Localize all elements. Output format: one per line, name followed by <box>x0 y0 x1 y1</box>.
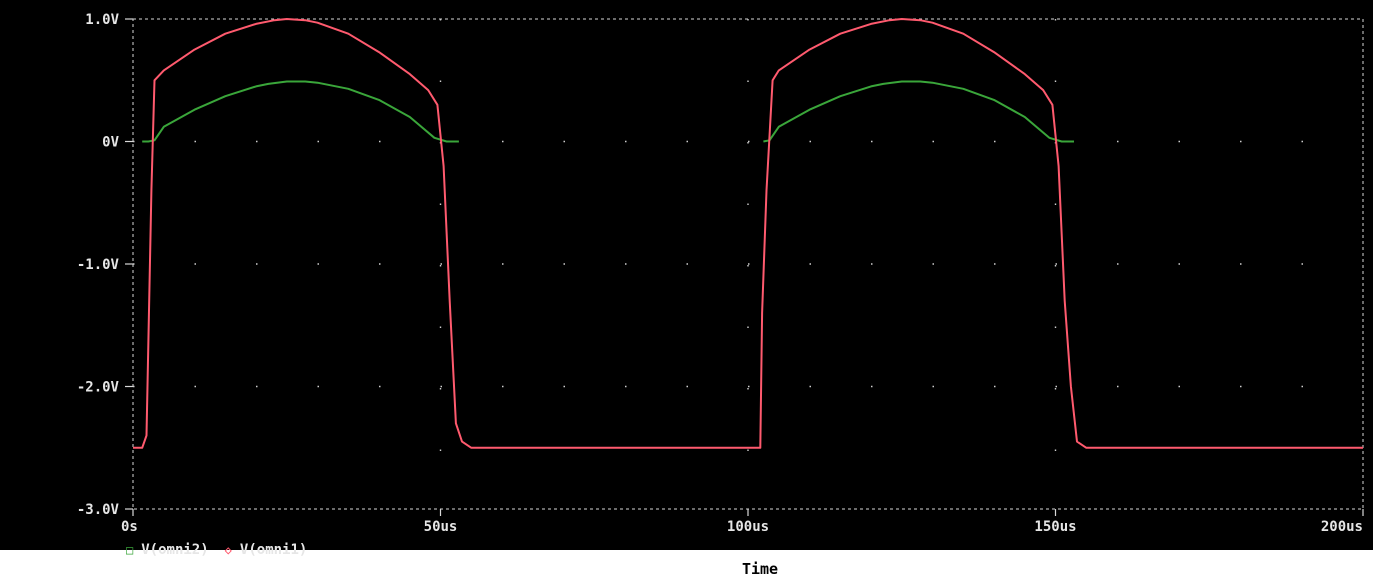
square-marker-icon: □ <box>126 543 134 557</box>
legend-label-omni2: V(omni2) <box>141 542 209 558</box>
x-tick-label: 200us <box>1321 519 1363 535</box>
y-tick-label: -2.0V <box>77 380 120 396</box>
y-tick-label: -3.0V <box>77 502 120 518</box>
legend-label-omni1: V(omni1) <box>239 542 308 558</box>
legend-item-omni2[interactable]: □ V(omni2) <box>126 542 209 558</box>
y-tick-label: 1.0V <box>85 12 119 28</box>
series-line-vomni1 <box>133 18 1363 449</box>
legend: □ V(omni2) ◇ V(omni1) <box>126 540 323 560</box>
y-tick-label: -1.0V <box>77 257 120 273</box>
x-axis-title: Time <box>741 560 779 578</box>
x-tick-label: 100us <box>727 519 769 535</box>
y-tick-label: 0V <box>102 135 119 151</box>
diamond-marker-icon: ◇ <box>224 543 232 557</box>
plot-frame <box>0 0 1373 550</box>
x-tick-label: 50us <box>424 519 458 535</box>
x-tick-label: 0s <box>121 519 138 535</box>
series-line-vomni2 <box>142 80 1074 143</box>
legend-item-omni1[interactable]: ◇ V(omni1) <box>225 542 308 558</box>
x-tick-label: 150us <box>1034 519 1076 535</box>
